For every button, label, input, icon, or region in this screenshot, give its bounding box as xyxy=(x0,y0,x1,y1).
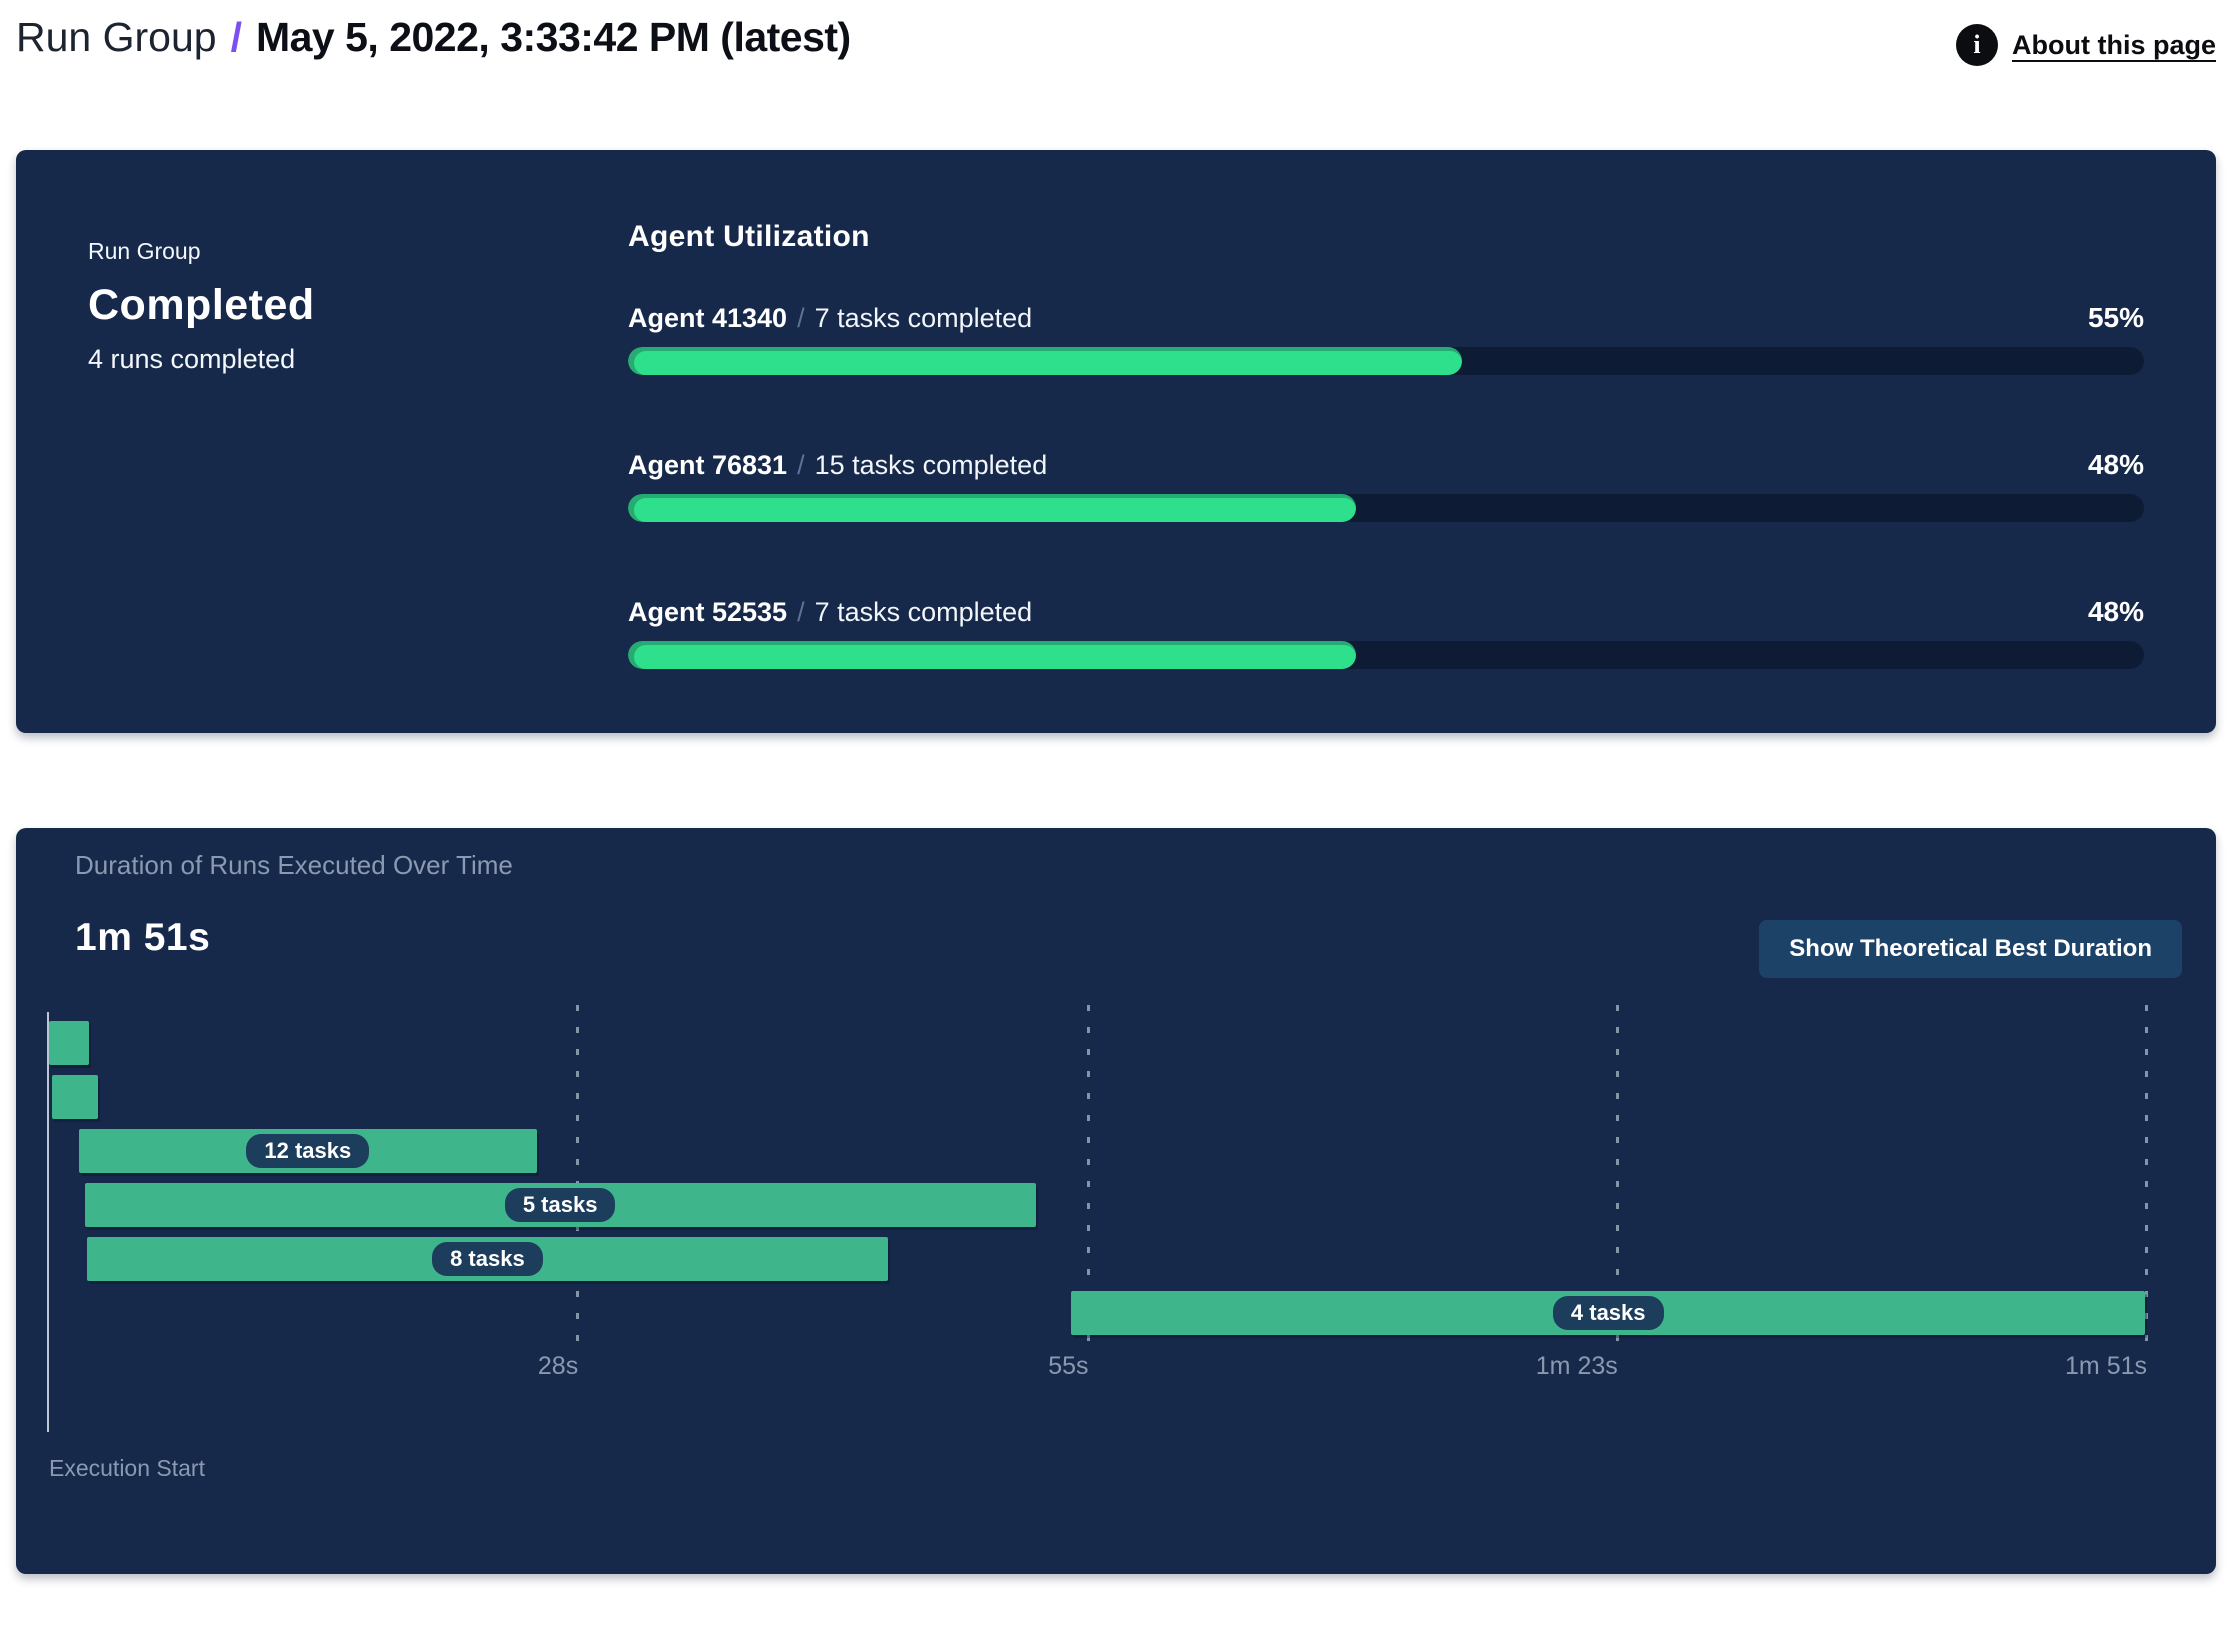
duration-chart-title: Duration of Runs Executed Over Time xyxy=(75,850,513,880)
agent-progress-fill xyxy=(628,494,1356,522)
run-duration-bar[interactable]: 4 tasks xyxy=(1071,1291,2145,1335)
agent-progress-track xyxy=(628,641,2144,669)
status-panel-label: Run Group xyxy=(88,238,201,264)
agent-utilization: Agent Utilization Agent 41340 / 7 tasks … xyxy=(628,220,2144,669)
run-duration-bar[interactable] xyxy=(51,1075,99,1119)
time-tick-label: 1m 51s xyxy=(2065,1352,2147,1380)
time-tick-label: 28s xyxy=(537,1352,579,1380)
breadcrumb-root: Run Group xyxy=(16,14,217,60)
run-task-count-pill: 8 tasks xyxy=(432,1242,543,1276)
breadcrumb: Run Group / May 5, 2022, 3:33:42 PM (lat… xyxy=(16,14,851,61)
about-link-label[interactable]: About this page xyxy=(2012,29,2216,60)
execution-start-axis-line xyxy=(47,1012,49,1432)
agent-name: Agent 41340 xyxy=(628,303,788,333)
time-tick-label: 55s xyxy=(1048,1352,1089,1380)
agent-name: Agent 52535 xyxy=(628,597,788,627)
agent-line: Agent 76831 / 15 tasks completed 48% xyxy=(628,448,2144,482)
about-this-page-link[interactable]: i About this page xyxy=(1956,24,2216,66)
run-task-count-pill: 12 tasks xyxy=(246,1134,370,1168)
agent-tasks-completed: 15 tasks completed xyxy=(814,450,1048,480)
agent-rows: Agent 41340 / 7 tasks completed 55% Agen… xyxy=(628,301,2144,669)
run-duration-bar[interactable]: 5 tasks xyxy=(84,1183,1036,1227)
duration-panel: Duration of Runs Executed Over Time 1m 5… xyxy=(16,828,2216,1574)
total-duration-value: 1m 51s xyxy=(75,916,211,959)
time-gridline xyxy=(2145,1005,2148,1345)
run-group-status: Run Group Completed 4 runs completed xyxy=(88,238,315,375)
agent-progress-fill xyxy=(628,641,1356,669)
run-task-count-pill: 5 tasks xyxy=(504,1188,616,1222)
page-title: May 5, 2022, 3:33:42 PM (latest) xyxy=(255,14,851,60)
run-duration-bar[interactable]: 8 tasks xyxy=(86,1237,889,1281)
agent-utilization-percent: 48% xyxy=(2087,596,2144,627)
agent-line: Agent 52535 / 7 tasks completed 48% xyxy=(628,595,2144,629)
status-subtext: 4 runs completed xyxy=(88,344,296,374)
breadcrumb-separator: / xyxy=(230,14,242,60)
time-gridline xyxy=(576,1005,580,1345)
status-value: Completed xyxy=(88,281,315,329)
agent-progress-track xyxy=(628,347,2144,375)
run-duration-bar[interactable]: 12 tasks xyxy=(79,1129,537,1173)
info-icon[interactable]: i xyxy=(1956,24,1998,66)
execution-start-label: Execution Start xyxy=(49,1455,205,1481)
page-header: Run Group / May 5, 2022, 3:33:42 PM (lat… xyxy=(16,14,2216,66)
agent-name-separator: / xyxy=(797,597,805,627)
agent-progress-fill xyxy=(628,347,1462,375)
agent-utilization-row: Agent 52535 / 7 tasks completed 48% xyxy=(628,595,2144,669)
agent-utilization-percent: 55% xyxy=(2087,302,2144,333)
time-gridline xyxy=(1086,1005,1090,1345)
run-task-count-pill: 4 tasks xyxy=(1552,1296,1664,1330)
run-group-status-panel: Run Group Completed 4 runs completed Age… xyxy=(16,150,2216,733)
agent-utilization-row: Agent 41340 / 7 tasks completed 55% xyxy=(628,301,2144,375)
agent-name: Agent 76831 xyxy=(628,450,788,480)
agent-name-separator: / xyxy=(797,450,805,480)
agent-progress-track xyxy=(628,494,2144,522)
agent-utilization-percent: 48% xyxy=(2087,449,2144,480)
agent-line: Agent 41340 / 7 tasks completed 55% xyxy=(628,301,2144,335)
gantt-chart: Execution Start 28s 55s 1m 23s 1m 51s 12 tas… xyxy=(47,1005,2187,1565)
agent-utilization-title: Agent Utilization xyxy=(628,220,870,253)
agent-name-separator: / xyxy=(797,303,805,333)
agent-tasks-completed: 7 tasks completed xyxy=(814,303,1033,333)
run-duration-bar[interactable] xyxy=(48,1021,89,1065)
agent-utilization-row: Agent 76831 / 15 tasks completed 48% xyxy=(628,448,2144,522)
agent-tasks-completed: 7 tasks completed xyxy=(814,597,1033,627)
time-tick-label: 1m 23s xyxy=(1535,1352,1618,1380)
time-gridline xyxy=(1615,1005,1619,1345)
show-theoretical-best-duration-button[interactable]: Show Theoretical Best Duration xyxy=(1759,920,2182,978)
